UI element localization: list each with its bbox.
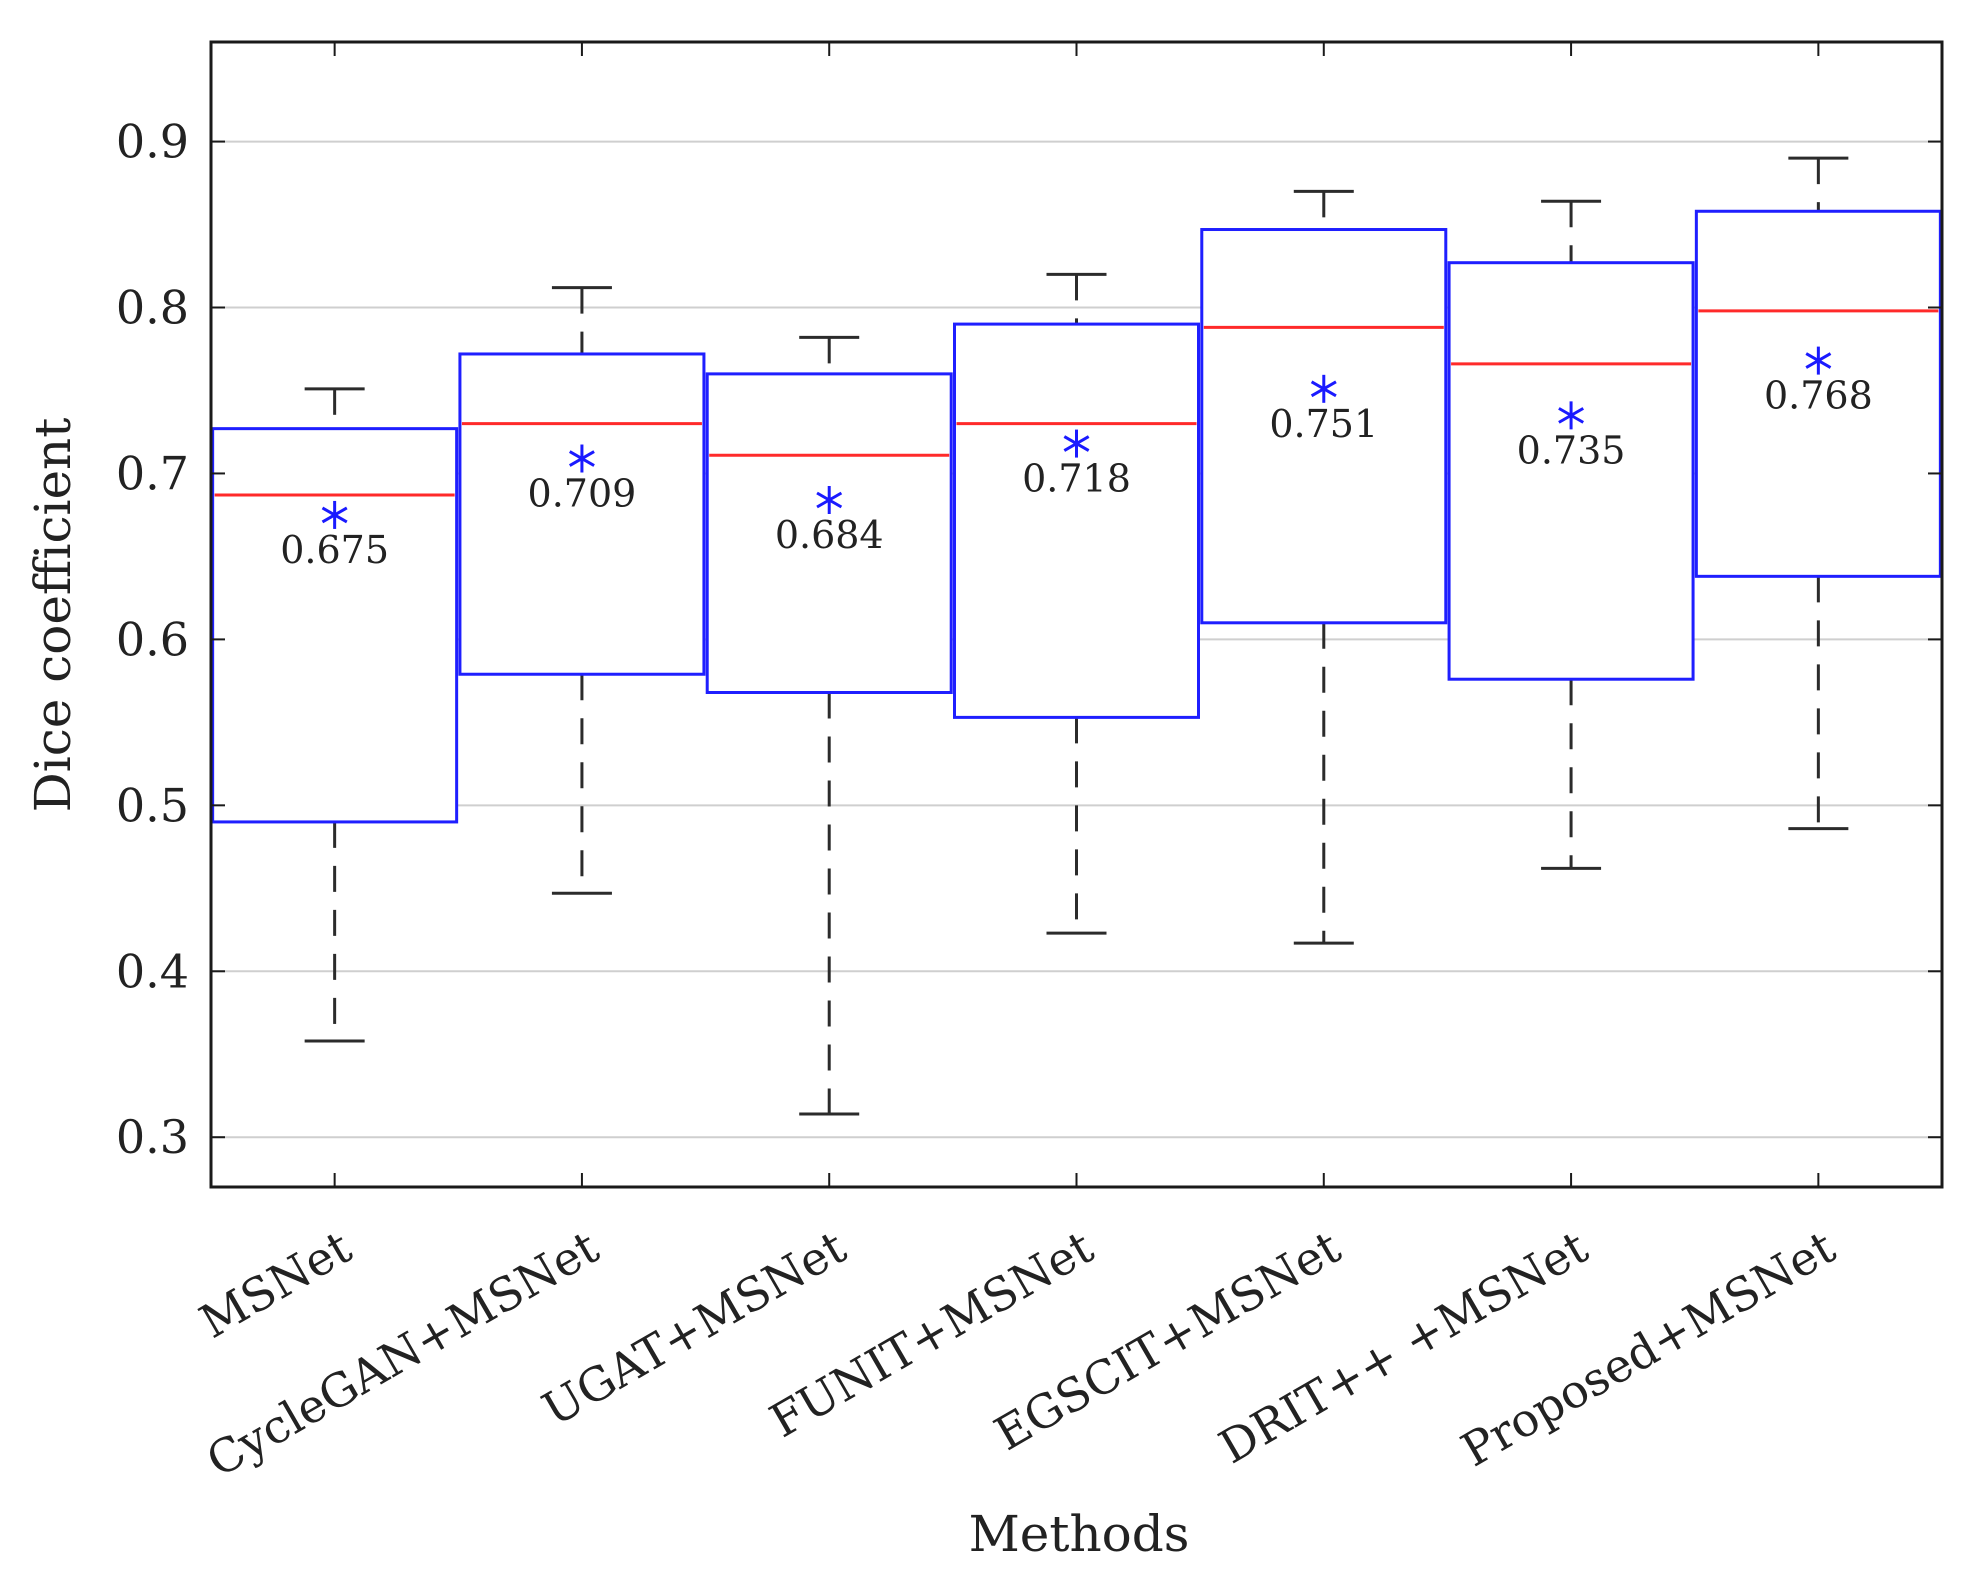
mean-marker-stroke (816, 491, 843, 509)
mean-value-label: 0.768 (1764, 374, 1873, 418)
y-tick-label: 0.4 (116, 944, 189, 998)
mean-marker-stroke (1558, 407, 1584, 424)
box-group: 0.735 (1447, 199, 1695, 870)
plot-frame (209, 40, 1944, 1189)
mean-marker (1558, 401, 1584, 430)
mean-marker (816, 486, 843, 514)
mean-marker-stroke (1805, 352, 1832, 369)
box-group: 0.768 (1694, 156, 1942, 831)
mean-value-label: 0.684 (775, 513, 884, 557)
iqr-box (1694, 209, 1942, 578)
box-group: 0.675 (211, 387, 459, 1043)
iqr-box (953, 322, 1200, 719)
mean-marker (569, 444, 595, 473)
iqr-box (211, 427, 459, 824)
mean-value-label: 0.675 (280, 528, 389, 572)
box-group: 0.709 (458, 286, 706, 895)
mean-marker (1310, 374, 1337, 403)
axis-labels: Methods Dice coefficient (24, 418, 1189, 1563)
y-tick-label: 0.9 (116, 115, 189, 169)
x-tick-label: MSNet (191, 1220, 361, 1349)
y-tick-label: 0.8 (116, 281, 189, 335)
iqr-box (705, 372, 953, 694)
mean-marker-stroke (1310, 380, 1337, 398)
mean-value-label: 0.709 (528, 472, 637, 516)
x-axis-title: Methods (969, 1505, 1190, 1563)
box-group: 0.718 (953, 272, 1200, 935)
y-tick-label: 0.6 (116, 612, 189, 666)
box-group: 0.684 (705, 335, 953, 1116)
y-tick-label: 0.5 (116, 778, 189, 832)
iqr-box (458, 352, 706, 676)
mean-marker-stroke (1063, 435, 1090, 452)
y-tick-label: 0.7 (116, 446, 189, 500)
y-tick-label: 0.3 (116, 1110, 189, 1164)
mean-value-label: 0.718 (1022, 457, 1131, 501)
iqr-box (1447, 261, 1695, 681)
box-plot-series: 0.675 0.709 0.684 0.718 0.751 0.735 0.768 (211, 156, 1942, 1116)
mean-value-label: 0.735 (1517, 428, 1626, 472)
y-axis-title: Dice coefficient (24, 418, 82, 813)
x-tick-label: CycleGAN+MSNet (197, 1220, 607, 1488)
mean-marker (1805, 346, 1832, 375)
mean-marker-stroke (321, 506, 348, 524)
box-group: 0.751 (1200, 189, 1448, 945)
mean-marker (1063, 429, 1090, 458)
iqr-box (1200, 228, 1448, 625)
mean-value-label: 0.751 (1269, 402, 1378, 446)
mean-marker-stroke (569, 450, 595, 467)
mean-marker (321, 500, 348, 529)
